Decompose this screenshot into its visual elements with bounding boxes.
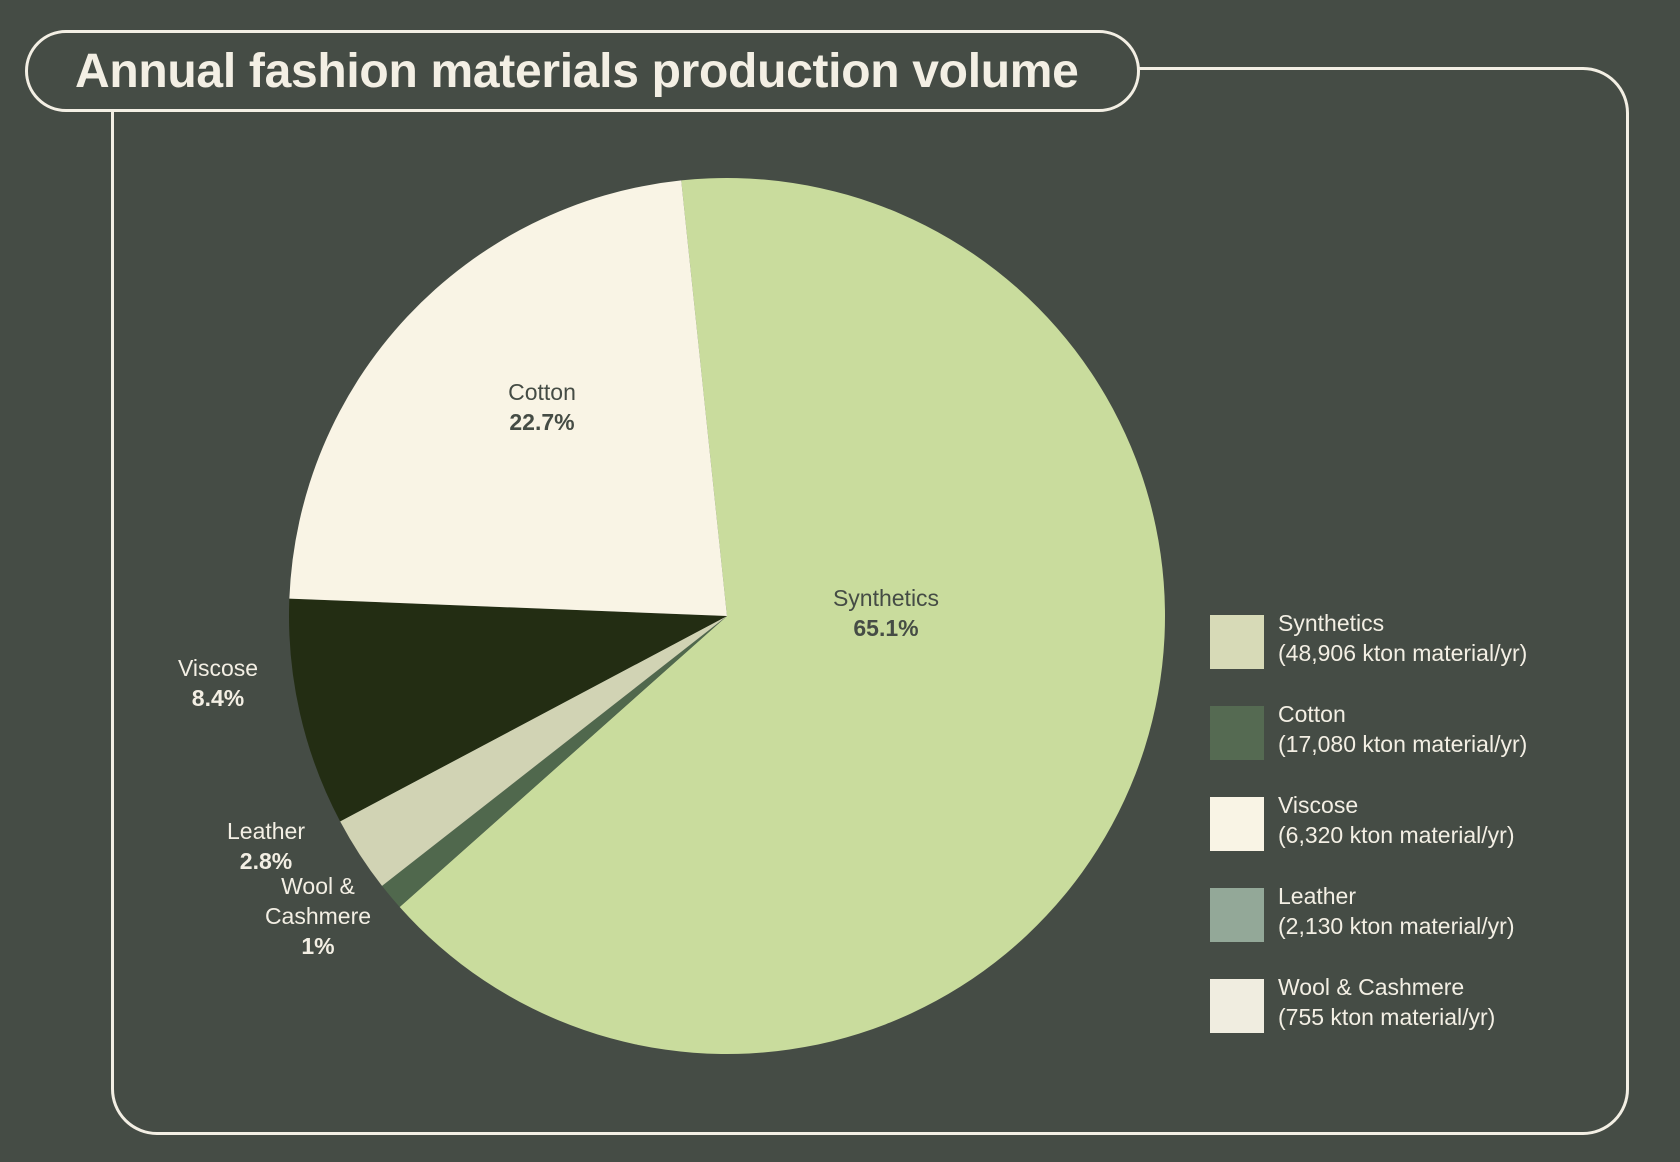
legend-swatch: [1210, 888, 1264, 942]
legend-name: Leather: [1278, 883, 1357, 909]
slice-name: Synthetics: [832, 585, 940, 611]
legend-detail: (6,320 kton material/yr): [1278, 822, 1515, 848]
slice-label-viscose: Viscose 8.4%: [178, 653, 258, 713]
pie-slice-viscose: [289, 598, 727, 822]
legend-swatch: [1210, 797, 1264, 851]
legend-text: Cotton (17,080 kton material/yr): [1278, 699, 1527, 759]
legend-detail: (2,130 kton material/yr): [1278, 913, 1515, 939]
slice-label-cotton: Cotton 22.7%: [508, 377, 576, 437]
pie-slice-leather: [340, 616, 727, 886]
chart-title: Annual fashion materials production volu…: [75, 44, 1079, 98]
slice-label-synthetics: Synthetics 65.1%: [833, 583, 939, 643]
slice-name: Cotton: [508, 379, 576, 405]
legend-swatch: [1210, 615, 1264, 669]
slice-label-wool: Wool & Cashmere 1%: [265, 871, 371, 961]
legend-swatch: [1210, 979, 1264, 1033]
slice-name: Wool &: [281, 873, 355, 899]
legend-detail: (48,906 kton material/yr): [1278, 640, 1528, 666]
legend-name: Cotton: [1278, 701, 1346, 727]
slice-percent: 1%: [301, 933, 335, 959]
slice-percent: 65.1%: [853, 615, 919, 641]
pie-slice-synthetics: [399, 178, 1166, 1055]
slice-name: Viscose: [177, 655, 259, 681]
title-pill: Annual fashion materials production volu…: [25, 30, 1140, 112]
slice-name: Leather: [226, 818, 306, 844]
legend-name: Synthetics: [1278, 610, 1385, 636]
legend-swatch: [1210, 706, 1264, 760]
legend-text: Synthetics (48,906 kton material/yr): [1278, 608, 1527, 668]
legend-text: Wool & Cashmere (755 kton material/yr): [1278, 972, 1495, 1032]
slice-label-leather: Leather 2.8%: [227, 816, 305, 876]
legend-detail: (17,080 kton material/yr): [1278, 731, 1528, 757]
legend-text: Viscose (6,320 kton material/yr): [1278, 790, 1514, 850]
slice-percent: 2.8%: [239, 848, 293, 874]
pie-slice-wool: [382, 616, 727, 908]
slice-percent: 22.7%: [509, 409, 575, 435]
slice-percent: 8.4%: [191, 685, 245, 711]
legend-name: Viscose: [1278, 792, 1359, 818]
legend-name: Wool & Cashmere: [1278, 974, 1465, 1000]
legend-detail: (755 kton material/yr): [1278, 1004, 1496, 1030]
pie-slice-cotton: [289, 180, 727, 616]
legend-text: Leather (2,130 kton material/yr): [1278, 881, 1514, 941]
slice-name: Cashmere: [264, 903, 372, 929]
